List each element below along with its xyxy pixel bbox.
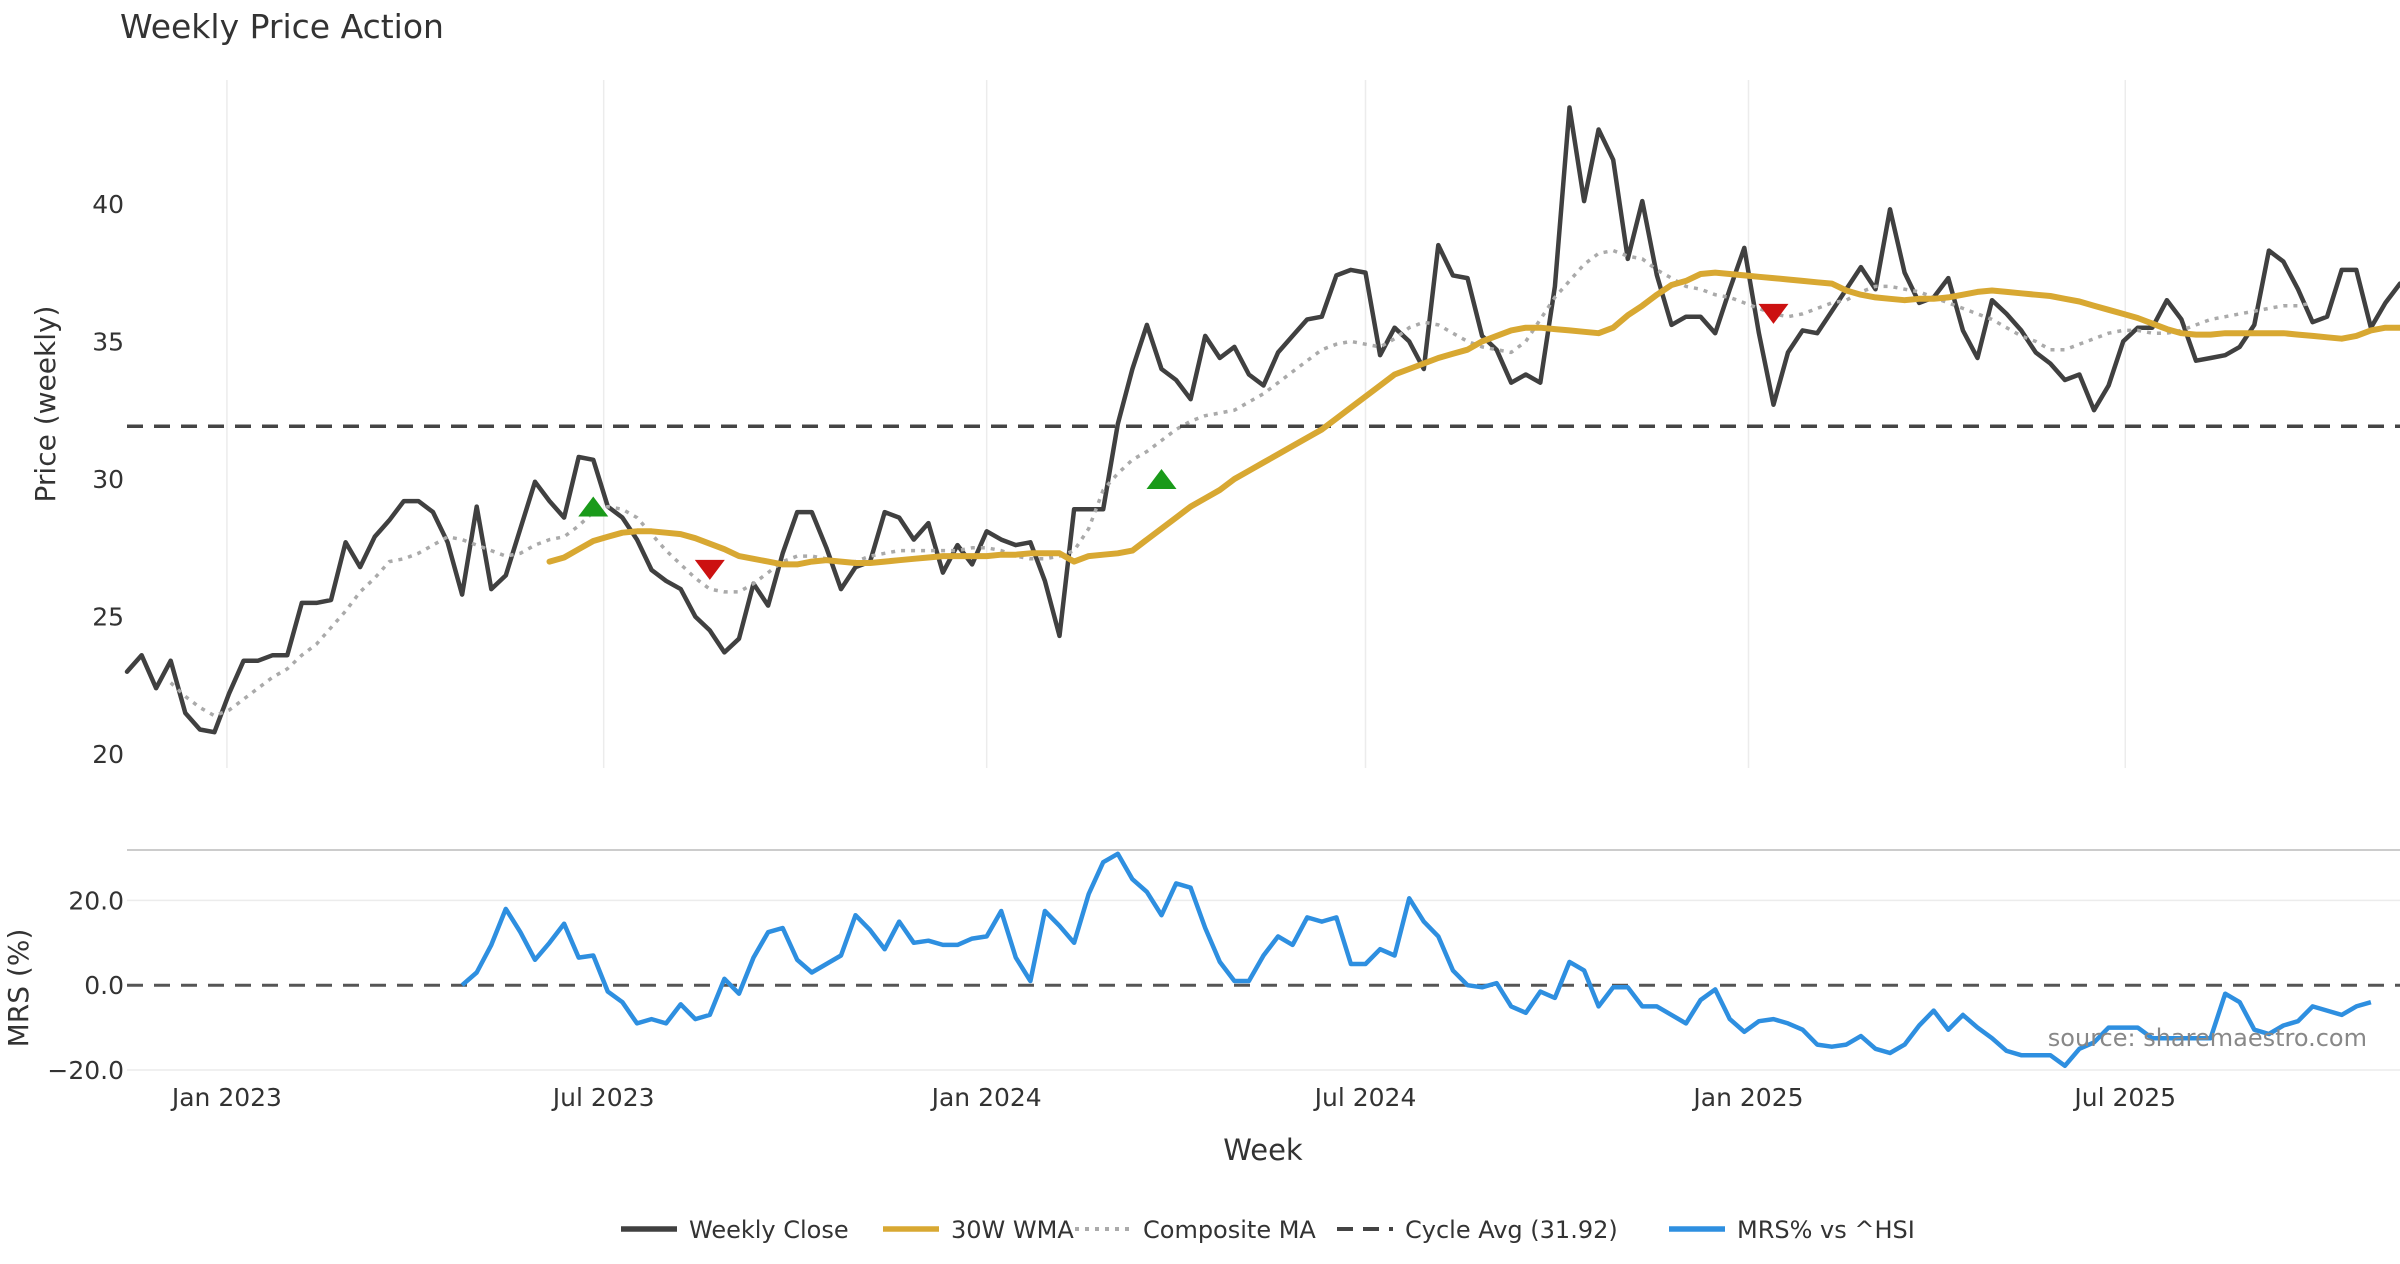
buy-signal-marker [1147,469,1177,489]
weekly-close-line [127,108,2400,733]
legend-label-cycle-avg-31-92: Cycle Avg (31.92) [1405,1216,1618,1244]
x-tick-label: Jul 2025 [2072,1083,2176,1112]
legend-label-mrs-vs-hsi: MRS% vs ^HSI [1737,1216,1915,1244]
legend-label-30w-wma: 30W WMA [951,1216,1074,1244]
x-tick-label: Jul 2023 [551,1083,655,1112]
price-y-tick-label: 35 [92,327,124,356]
price-y-axis-ticks: 20 25 30 35 40 [92,190,124,769]
x-tick-label: Jan 2024 [930,1083,1042,1112]
x-axis-label: Week [1223,1133,1303,1167]
chart-title: Weekly Price Action [120,7,444,46]
price-series [127,108,2400,733]
x-tick-label: Jan 2025 [1691,1083,1803,1112]
x-tick-label: Jan 2023 [170,1083,282,1112]
30w-wma-line [550,273,2400,565]
price-y-tick-label: 25 [92,603,124,632]
sell-signal-marker [695,560,725,580]
x-axis-ticks: Jan 2023 Jul 2023 Jan 2024 Jul 2024 Jan 2025… [170,1083,2176,1112]
source-annotation: source: sharemaestro.com [2048,1024,2367,1052]
mrs-y-tick-label: −20.0 [47,1056,124,1085]
price-y-tick-label: 20 [92,740,124,769]
legend-label-weekly-close: Weekly Close [689,1216,849,1244]
mrs-y-axis-ticks: 20.0 0.0 −20.0 [47,886,124,1085]
legend: Weekly Close 30W WMA Composite MA Cycle Avg… [621,1216,1915,1244]
legend-label-composite-ma: Composite MA [1143,1216,1316,1244]
price-y-tick-label: 40 [92,190,124,219]
sell-signal-marker [1758,304,1788,324]
signal-markers [578,304,1788,580]
price-y-axis-label: Price (weekly) [29,306,62,503]
composite-ma-line [171,251,2313,716]
mrs-y-tick-label: 0.0 [84,971,124,1000]
price-grid [227,80,2125,768]
mrs-y-axis-label: MRS (%) [2,929,35,1048]
mrs-y-tick-label: 20.0 [68,886,124,915]
x-tick-label: Jul 2024 [1313,1083,1417,1112]
price-y-tick-label: 30 [92,465,124,494]
